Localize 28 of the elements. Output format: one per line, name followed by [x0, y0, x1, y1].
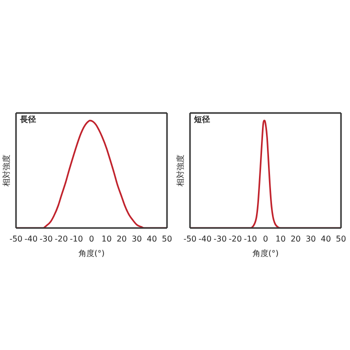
chart-title: 短径: [194, 114, 210, 125]
x-tick-label: 30: [132, 234, 142, 244]
x-tick-label: 20: [290, 234, 301, 244]
x-tick-label: -50: [9, 234, 23, 244]
x-tick-label: 0: [262, 234, 268, 244]
x-tick-label: 50: [162, 234, 172, 244]
x-tick-label: -30: [214, 234, 227, 244]
chart-title: 長径: [20, 114, 36, 125]
x-tick-label: -20: [54, 234, 68, 244]
x-tick-label: 10: [102, 234, 112, 244]
x-tick-label: 30: [306, 234, 316, 244]
x-tick-label: -30: [40, 234, 53, 244]
x-axis-title: 角度(°): [252, 249, 279, 258]
x-tick-label: -20: [228, 234, 242, 244]
x-tick-label: -10: [70, 234, 83, 244]
x-tick-label: 40: [320, 234, 331, 244]
x-axis-title: 角度(°): [78, 249, 105, 258]
x-tick-label: -50: [183, 234, 197, 244]
x-tick-label: -40: [24, 234, 38, 244]
x-tick-label: 50: [336, 234, 346, 244]
x-tick-label: 10: [276, 234, 286, 244]
x-tick-label: 40: [146, 234, 157, 244]
x-tick-label: 20: [116, 234, 127, 244]
y-axis-title: 相対強度: [176, 154, 185, 186]
y-axis-title: 相対強度: [2, 154, 11, 186]
x-tick-label: -40: [198, 234, 212, 244]
x-tick-label: -10: [244, 234, 257, 244]
x-tick-label: 0: [88, 234, 94, 244]
